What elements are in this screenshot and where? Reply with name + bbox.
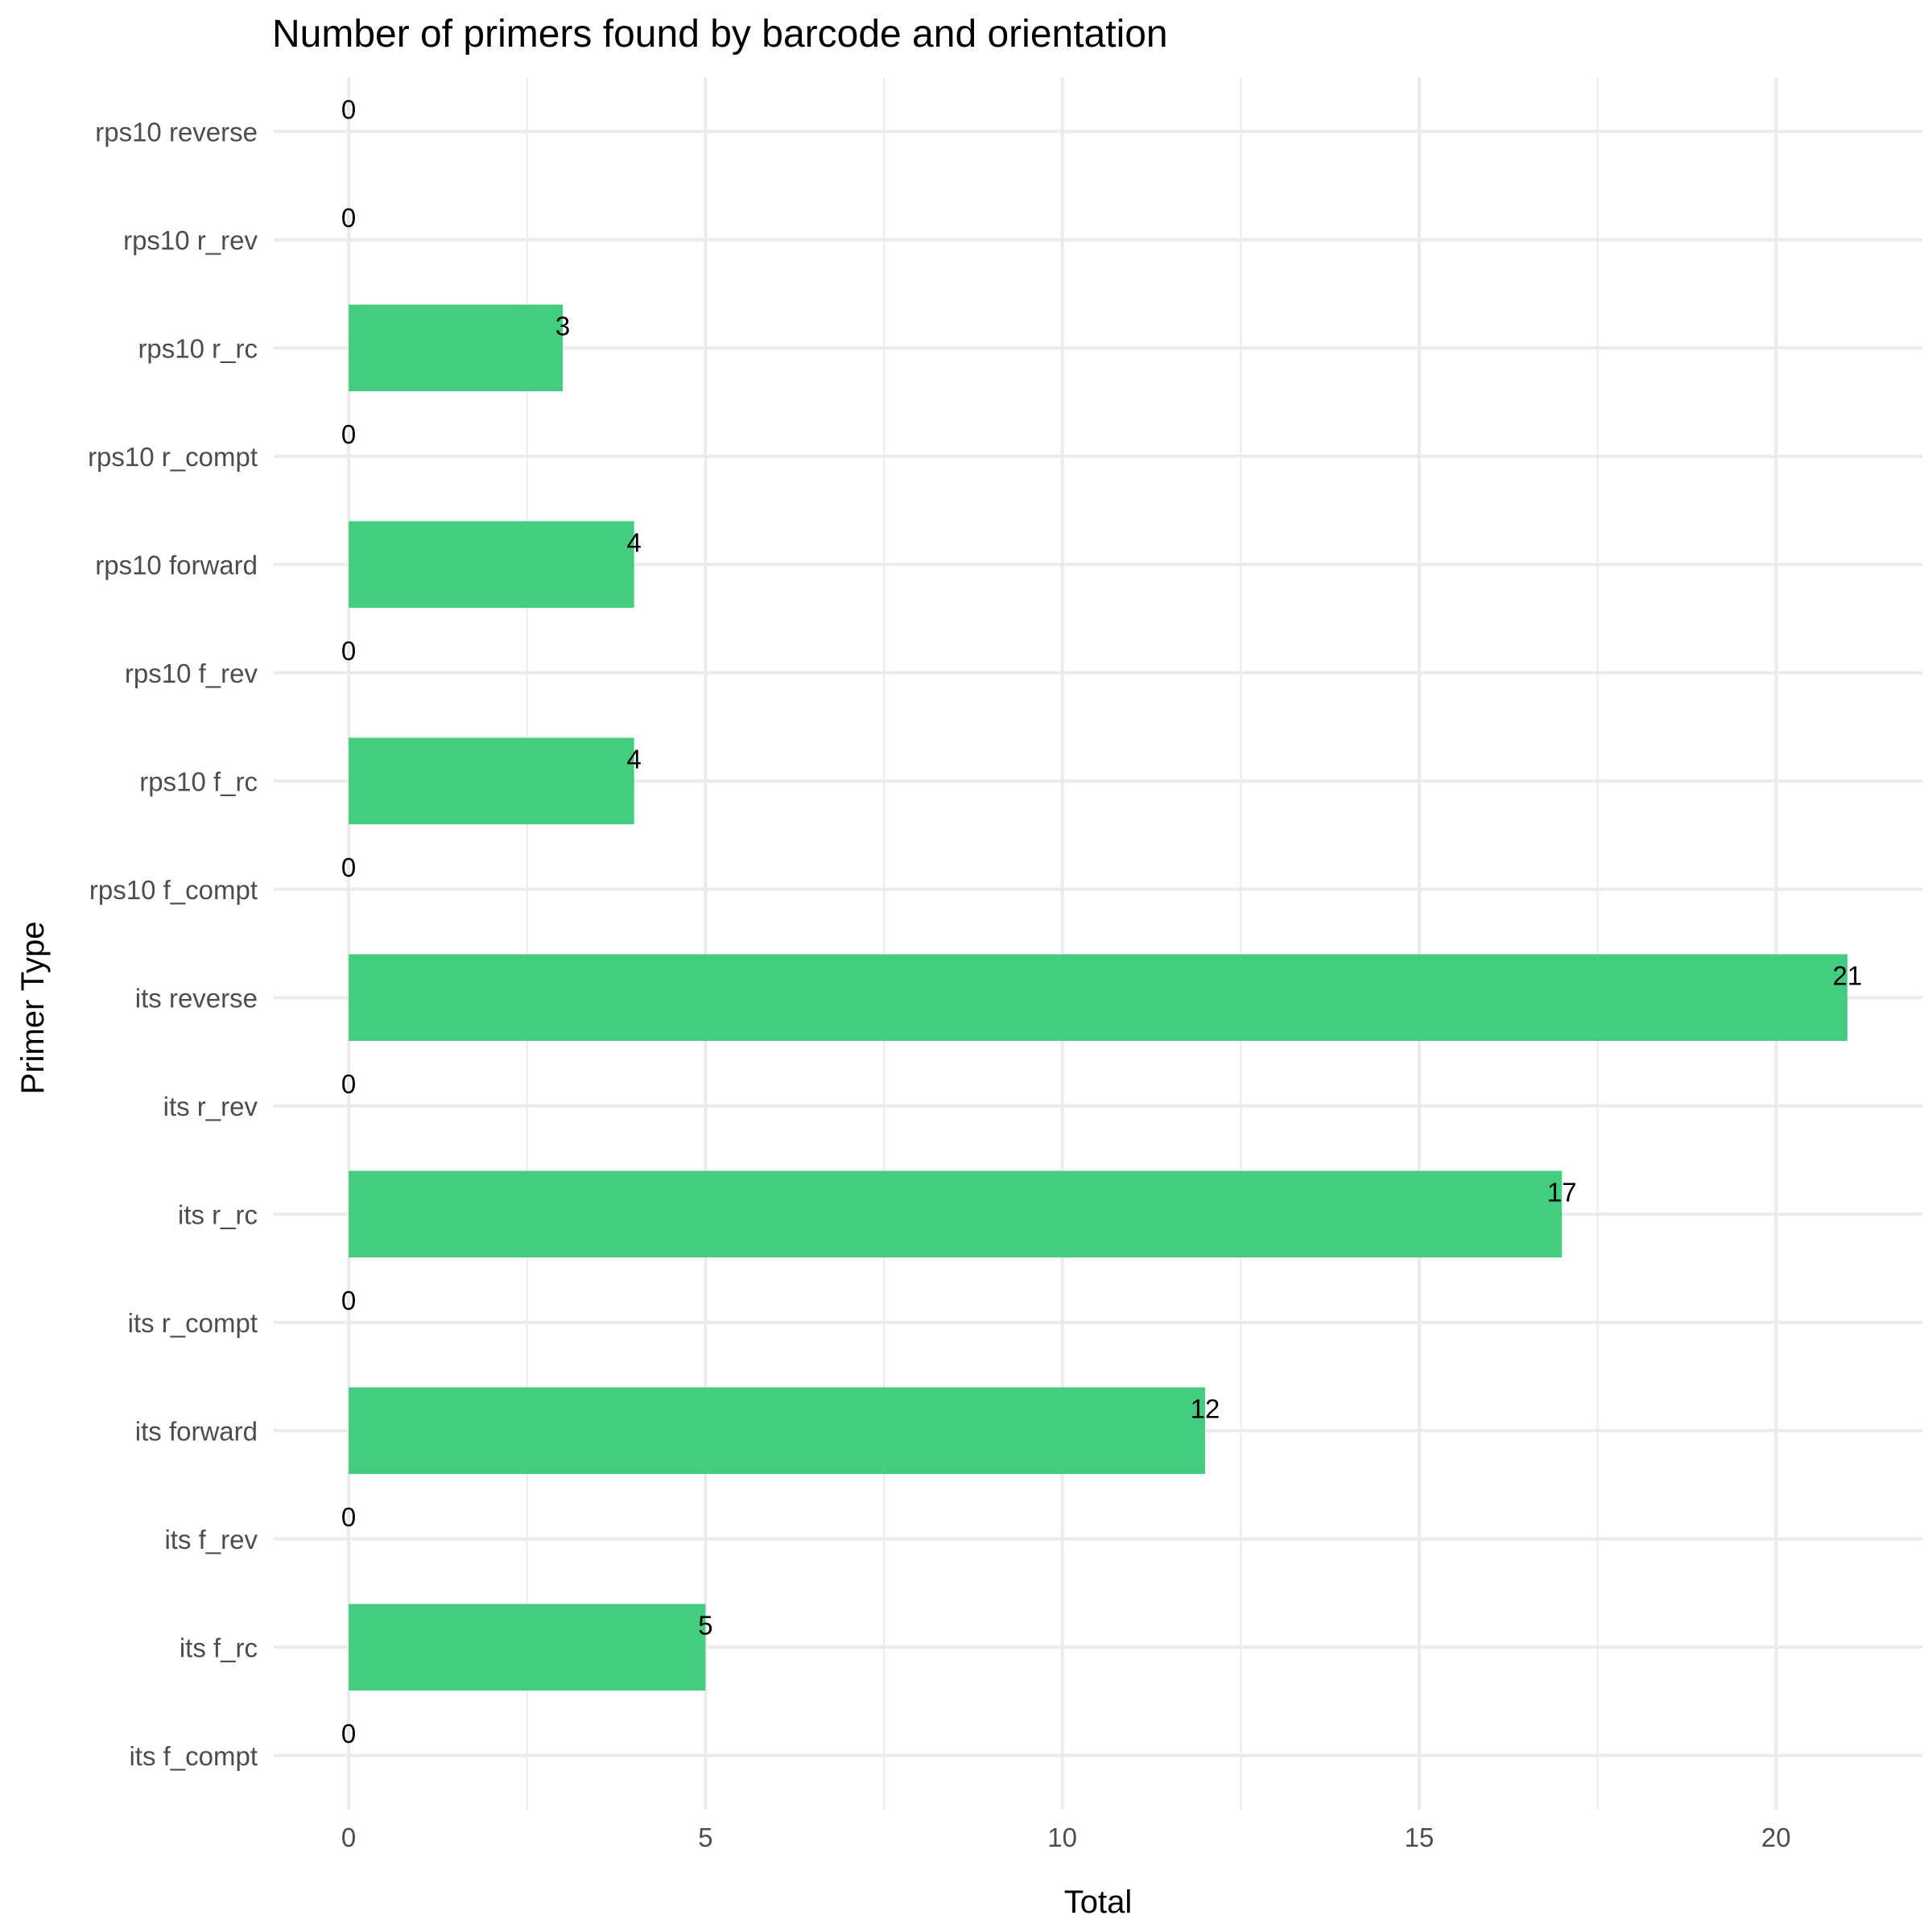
y-tick-label: rps10 forward	[95, 550, 258, 580]
x-tick-label: 0	[341, 1823, 356, 1852]
data-label: 0	[341, 1719, 356, 1748]
y-axis-tick-labels: its f_compt its f_rc its f_rev its forward i…	[88, 117, 258, 1771]
chart-title: Number of primers found by barcode and o…	[272, 13, 1168, 56]
y-tick-label: rps10 f_compt	[89, 875, 258, 905]
x-axis-title: Total	[1064, 1885, 1133, 1920]
y-tick-label: rps10 r_rev	[123, 225, 258, 255]
y-tick-label: rps10 r_rc	[138, 333, 258, 363]
data-label: 0	[341, 419, 356, 449]
x-tick-label: 20	[1761, 1823, 1791, 1852]
y-tick-label: its reverse	[135, 983, 258, 1013]
y-axis-title: Primer Type	[15, 922, 51, 1095]
bar	[349, 954, 1847, 1042]
y-tick-label: rps10 f_rc	[139, 766, 258, 796]
data-label: 0	[341, 1069, 356, 1099]
bar	[349, 521, 634, 609]
x-axis-tick-labels: 0 5 10 15 20	[341, 1823, 1791, 1852]
data-label: 12	[1191, 1393, 1220, 1423]
data-label: 17	[1547, 1177, 1577, 1207]
y-tick-label: rps10 r_compt	[88, 442, 258, 472]
bar	[349, 1387, 1205, 1475]
data-label: 0	[341, 1502, 356, 1532]
y-tick-label: its r_rc	[178, 1199, 258, 1229]
data-label: 4	[627, 527, 642, 557]
data-label: 5	[698, 1610, 712, 1640]
y-tick-label: its forward	[135, 1416, 258, 1446]
data-label: 3	[555, 311, 570, 341]
y-tick-label: its r_rev	[163, 1092, 258, 1121]
bar	[349, 1604, 706, 1691]
data-label: 4	[627, 744, 642, 774]
x-tick-label: 10	[1047, 1823, 1077, 1852]
x-tick-label: 15	[1405, 1823, 1435, 1852]
y-tick-label: its f_rc	[180, 1633, 258, 1662]
bars	[349, 304, 1847, 1691]
y-tick-label: its f_compt	[129, 1741, 258, 1771]
bar	[349, 304, 564, 392]
data-label: 0	[341, 636, 356, 666]
y-tick-label: rps10 reverse	[95, 117, 258, 147]
y-tick-label: its r_compt	[128, 1308, 258, 1338]
data-label: 0	[341, 203, 356, 233]
y-tick-label: rps10 f_rev	[125, 658, 258, 688]
data-label: 0	[341, 94, 356, 124]
bar	[349, 1170, 1563, 1258]
data-label: 0	[341, 852, 356, 882]
data-label: 0	[341, 1286, 356, 1315]
data-labels: 0 5 0 12 0 17 0 21 0 4 0 4 0 3 0 0	[341, 94, 1862, 1748]
data-label: 21	[1833, 960, 1863, 990]
bar	[349, 737, 634, 825]
x-tick-label: 5	[698, 1823, 712, 1852]
y-tick-label: its f_rev	[164, 1525, 258, 1554]
